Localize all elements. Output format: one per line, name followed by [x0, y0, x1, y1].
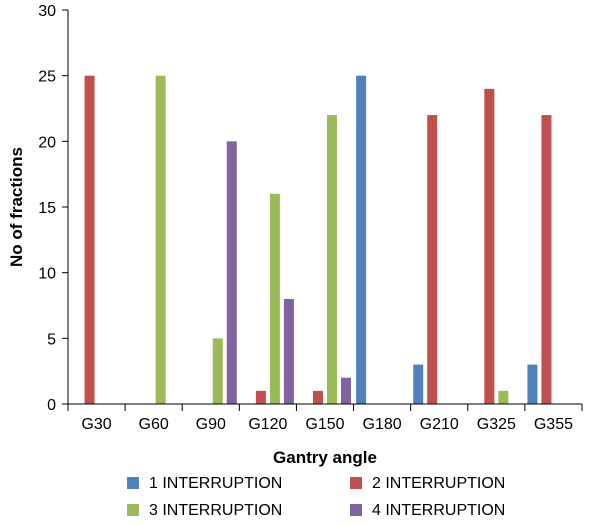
bar-g210-series-2 — [427, 115, 438, 405]
bar-g150-series-2 — [313, 390, 323, 404]
x-tick-label-g325: G325 — [477, 416, 516, 433]
axes-group — [67, 10, 582, 405]
legend-label-1: 1 INTERRUPTION — [149, 475, 282, 492]
y-axis-label: No of fractions — [7, 147, 26, 267]
bar-g355-series-1 — [527, 364, 538, 404]
y-tick-label: 0 — [47, 397, 56, 414]
x-tick-label-g355: G355 — [534, 416, 573, 433]
bar-g355-series-2 — [541, 115, 552, 405]
bar-g30-series-2 — [84, 75, 95, 405]
bar-g120-series-2 — [255, 390, 266, 404]
bar-g210-series-1 — [413, 364, 424, 404]
x-tick-label-g60: G60 — [139, 416, 169, 433]
legend-label-2: 2 INTERRUPTION — [372, 475, 505, 492]
bar-g325-series-3 — [498, 390, 509, 404]
x-ticks-group: G30 G60 G90 G120 G150 G180 G210 G325 G355 — [67, 404, 583, 433]
bar-g60-series-3 — [155, 75, 166, 405]
legend-label-4: 4 INTERRUPTION — [372, 502, 505, 519]
x-tick-label-g120: G120 — [248, 416, 287, 433]
y-ticks-group: 0 5 10 15 20 25 30 — [38, 3, 68, 414]
legend-label-3: 3 INTERRUPTION — [149, 502, 282, 519]
bar-g150-series-4 — [341, 377, 351, 404]
y-tick-label: 30 — [38, 3, 56, 20]
bars-group — [84, 75, 552, 405]
bar-g90-series-4 — [226, 141, 237, 405]
y-tick-label: 15 — [38, 200, 56, 217]
bar-g150-series-3 — [327, 115, 337, 405]
x-axis-label: Gantry angle — [273, 448, 377, 467]
y-tick-label: 10 — [38, 266, 56, 283]
bar-g325-series-2 — [484, 88, 495, 405]
x-tick-label-g150: G150 — [305, 416, 344, 433]
y-tick-label: 20 — [38, 134, 56, 151]
legend-swatch-1 — [127, 477, 139, 489]
bar-g120-series-3 — [269, 193, 280, 404]
bar-g180-series-1 — [356, 75, 367, 405]
x-tick-label-g210: G210 — [420, 416, 459, 433]
y-tick-label: 25 — [38, 69, 56, 86]
x-tick-label-g30: G30 — [81, 416, 111, 433]
legend-swatch-2 — [350, 477, 362, 489]
y-tick-label: 5 — [47, 331, 56, 348]
legend-swatch-3 — [127, 504, 139, 516]
x-tick-label-g90: G90 — [196, 416, 226, 433]
legend-swatch-4 — [350, 504, 362, 516]
legend: 1 INTERRUPTION 2 INTERRUPTION 3 INTERRUPTI… — [127, 475, 505, 519]
bar-g90-series-3 — [212, 338, 223, 404]
x-tick-label-g180: G180 — [363, 416, 402, 433]
bar-g120-series-4 — [283, 298, 294, 404]
